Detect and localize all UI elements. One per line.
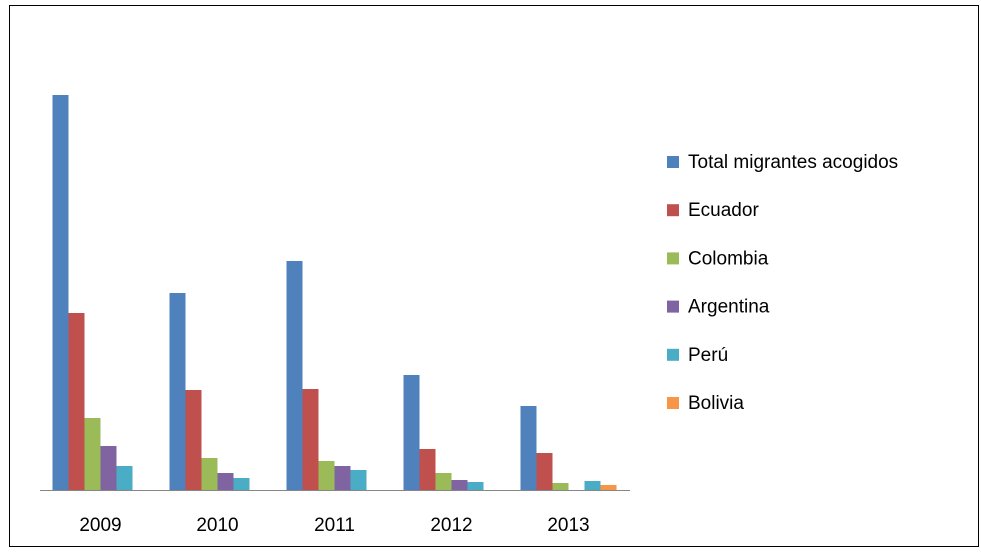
x-tick-label: 2009 <box>79 515 121 536</box>
legend-label: Colombia <box>688 248 769 269</box>
bar <box>350 470 367 490</box>
legend-swatch <box>667 204 679 217</box>
bar <box>318 461 335 490</box>
x-tick-label: 2010 <box>196 515 238 536</box>
x-tick-label: 2012 <box>430 515 472 536</box>
bar <box>520 406 537 490</box>
bar <box>185 390 202 490</box>
x-tick-label: 2011 <box>314 515 355 536</box>
bar <box>600 485 617 490</box>
bar <box>536 453 553 490</box>
bar <box>467 482 484 490</box>
bar <box>403 375 420 490</box>
bar <box>201 458 218 490</box>
bar <box>584 481 601 490</box>
legend-label: Ecuador <box>688 200 759 221</box>
bar <box>100 446 117 490</box>
legend-swatch <box>667 300 679 313</box>
legend-swatch <box>667 156 679 168</box>
bar <box>334 466 351 490</box>
legend-swatch <box>667 252 679 265</box>
bar <box>217 473 234 490</box>
bar <box>52 95 69 490</box>
bar <box>116 466 133 490</box>
legend-swatch <box>667 397 679 409</box>
legend-swatch <box>667 348 679 361</box>
bar <box>169 293 186 490</box>
bar <box>419 449 436 490</box>
bar <box>435 473 452 490</box>
bar <box>68 313 85 490</box>
bar <box>286 261 303 490</box>
bar <box>552 483 569 490</box>
bar <box>84 418 101 490</box>
legend-label: Bolivia <box>688 393 744 414</box>
legend-label: Total migrantes acogidos <box>688 152 898 173</box>
x-tick-label: 2013 <box>547 515 589 536</box>
legend-label: Perú <box>688 345 728 366</box>
chart-frame <box>9 5 979 547</box>
bar <box>233 478 250 490</box>
bar <box>451 480 468 490</box>
legend-label: Argentina <box>688 297 770 318</box>
bar <box>302 389 319 490</box>
